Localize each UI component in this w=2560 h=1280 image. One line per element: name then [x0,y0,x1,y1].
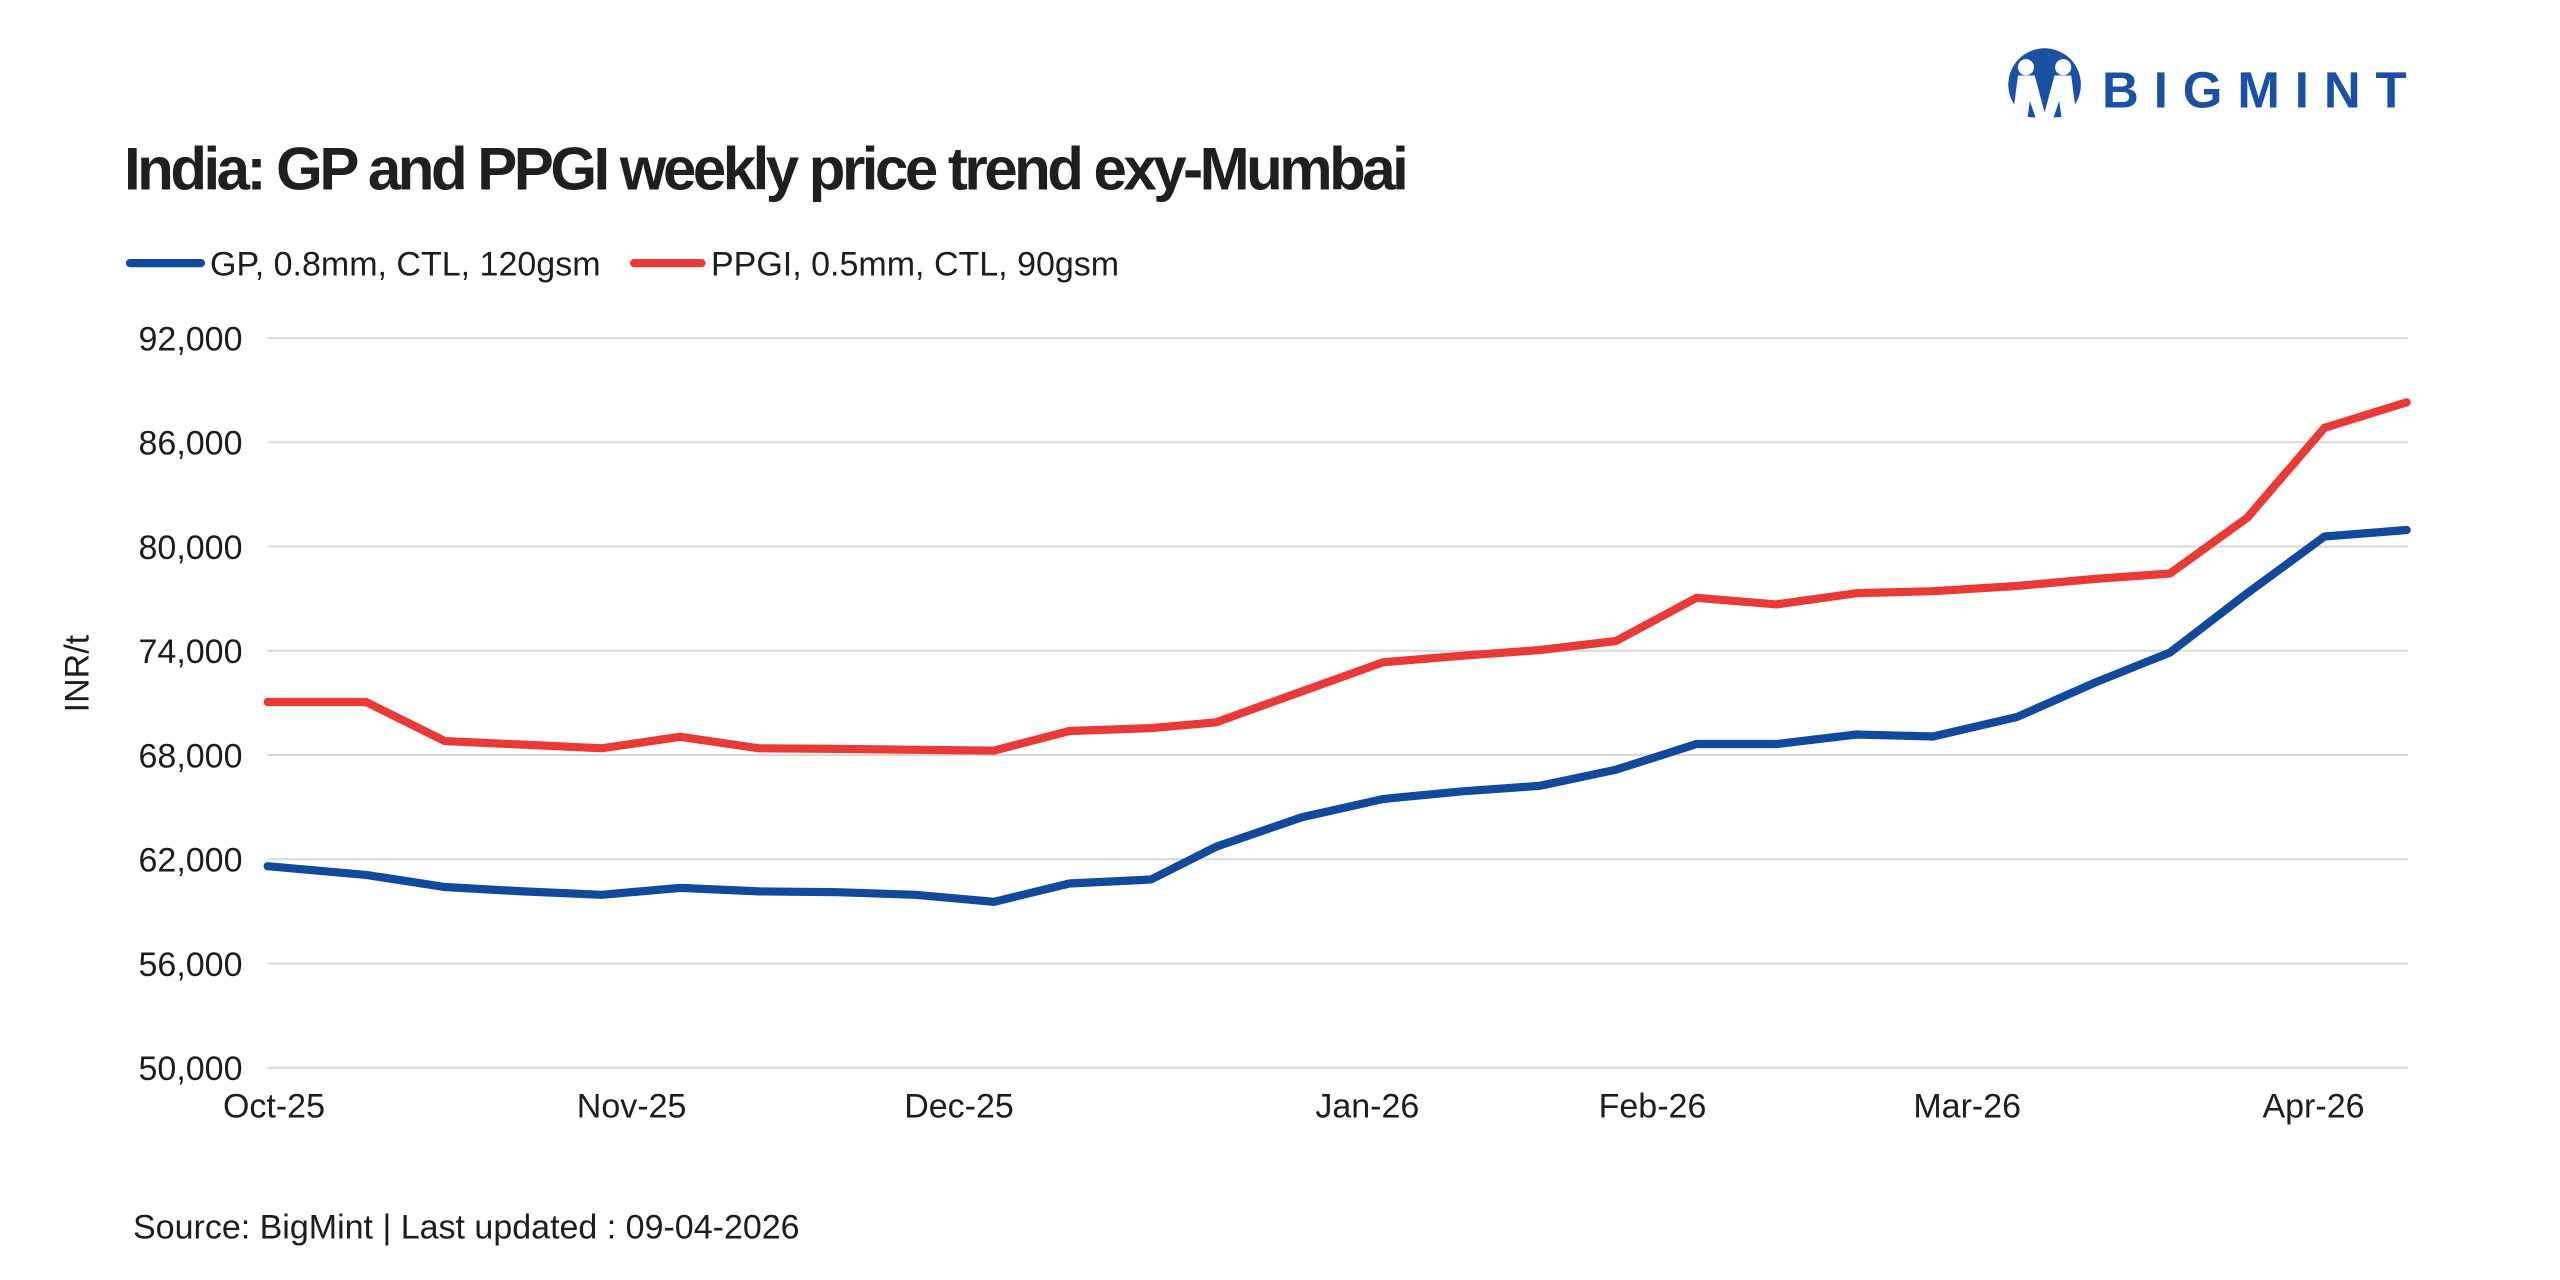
svg-text:74,000: 74,000 [139,633,243,671]
svg-text:Dec-25: Dec-25 [904,1088,1014,1126]
svg-text:Jan-26: Jan-26 [1315,1088,1419,1126]
svg-text:INR/t: INR/t [59,634,97,712]
svg-text:62,000: 62,000 [139,842,243,880]
svg-text:Mar-26: Mar-26 [1913,1088,2021,1126]
svg-text:India: GP and PPGI weekly pric: India: GP and PPGI weekly price trend ex… [124,136,1405,203]
svg-text:GP, 0.8mm, CTL, 120gsm: GP, 0.8mm, CTL, 120gsm [210,246,601,284]
svg-text:86,000: 86,000 [139,425,243,463]
svg-text:Oct-25: Oct-25 [223,1088,325,1126]
svg-text:50,000: 50,000 [139,1050,243,1088]
svg-text:56,000: 56,000 [139,946,243,984]
svg-text:PPGI, 0.5mm, CTL, 90gsm: PPGI, 0.5mm, CTL, 90gsm [711,246,1119,284]
svg-text:Feb-26: Feb-26 [1599,1088,1707,1126]
svg-text:68,000: 68,000 [139,737,243,775]
svg-text:80,000: 80,000 [139,529,243,567]
svg-text:Nov-25: Nov-25 [577,1088,687,1126]
svg-text:Source: BigMint | Last updated: Source: BigMint | Last updated : 09-04-2… [133,1208,800,1246]
svg-text:92,000: 92,000 [139,320,243,358]
svg-text:Apr-26: Apr-26 [2262,1088,2364,1126]
svg-text:BIGMINT: BIGMINT [2102,62,2422,119]
